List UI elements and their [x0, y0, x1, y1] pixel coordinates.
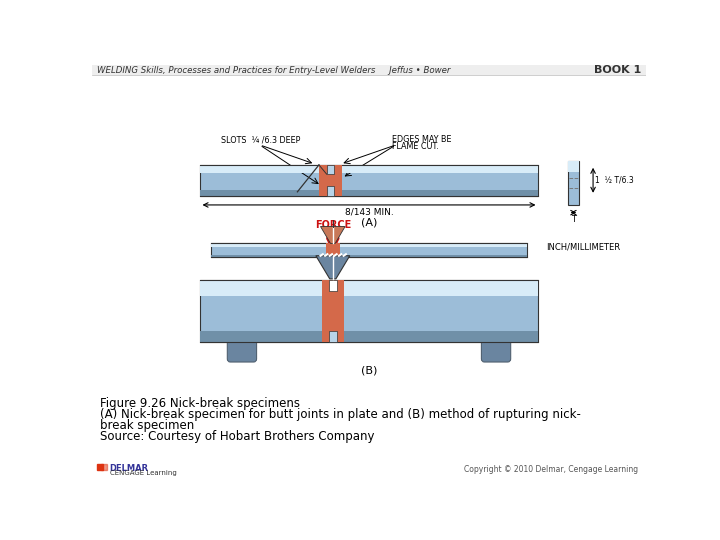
Bar — [567, 161, 579, 172]
Bar — [319, 165, 342, 195]
Text: T: T — [571, 215, 576, 224]
Text: BOOK 1: BOOK 1 — [593, 65, 641, 75]
Bar — [92, 65, 647, 75]
Polygon shape — [329, 331, 337, 342]
Text: Figure 9.26 Nick-break specimens: Figure 9.26 Nick-break specimens — [99, 397, 300, 410]
Polygon shape — [327, 186, 334, 195]
Bar — [199, 331, 539, 342]
Text: (A): (A) — [361, 217, 377, 227]
Text: CENGAGE Learning: CENGAGE Learning — [109, 470, 176, 476]
Text: Copyright © 2010 Delmar, Cengage Learning: Copyright © 2010 Delmar, Cengage Learnin… — [464, 465, 639, 475]
Bar — [567, 161, 579, 205]
Bar — [199, 190, 539, 195]
Polygon shape — [327, 165, 334, 174]
Text: DELMAR: DELMAR — [109, 464, 148, 472]
Bar — [199, 280, 539, 296]
FancyBboxPatch shape — [228, 339, 256, 362]
Bar — [211, 255, 527, 257]
Bar — [199, 280, 539, 342]
Bar — [199, 165, 539, 173]
Text: 1  ½ T/6.3: 1 ½ T/6.3 — [595, 176, 634, 185]
Text: (B): (B) — [361, 365, 377, 375]
Text: INCH/MILLIMETER: INCH/MILLIMETER — [546, 243, 620, 252]
Bar — [211, 244, 527, 257]
Text: (A) Nick-break specimen for butt joints in plate and (B) method of rupturing nic: (A) Nick-break specimen for butt joints … — [99, 408, 580, 421]
Bar — [211, 244, 527, 247]
Text: EDGES MAY BE: EDGES MAY BE — [392, 135, 451, 144]
Text: WELDING Skills, Processes and Practices for Entry-Level Welders     Jeffus • Bow: WELDING Skills, Processes and Practices … — [97, 66, 451, 75]
Text: Source: Courtesy of Hobart Brothers Company: Source: Courtesy of Hobart Brothers Comp… — [99, 430, 374, 443]
Polygon shape — [329, 280, 337, 291]
FancyBboxPatch shape — [482, 339, 510, 362]
Bar — [199, 165, 539, 195]
Text: 8/143 MIN.: 8/143 MIN. — [345, 207, 393, 216]
Text: SLOTS  ¼ /6.3 DEEP: SLOTS ¼ /6.3 DEEP — [221, 135, 300, 144]
Bar — [322, 280, 343, 342]
Text: FORCE: FORCE — [315, 220, 351, 231]
Polygon shape — [316, 256, 350, 279]
Polygon shape — [320, 226, 345, 244]
Bar — [326, 244, 340, 257]
Text: break specimen: break specimen — [99, 419, 194, 432]
Text: FLAME CUT.: FLAME CUT. — [392, 142, 439, 151]
